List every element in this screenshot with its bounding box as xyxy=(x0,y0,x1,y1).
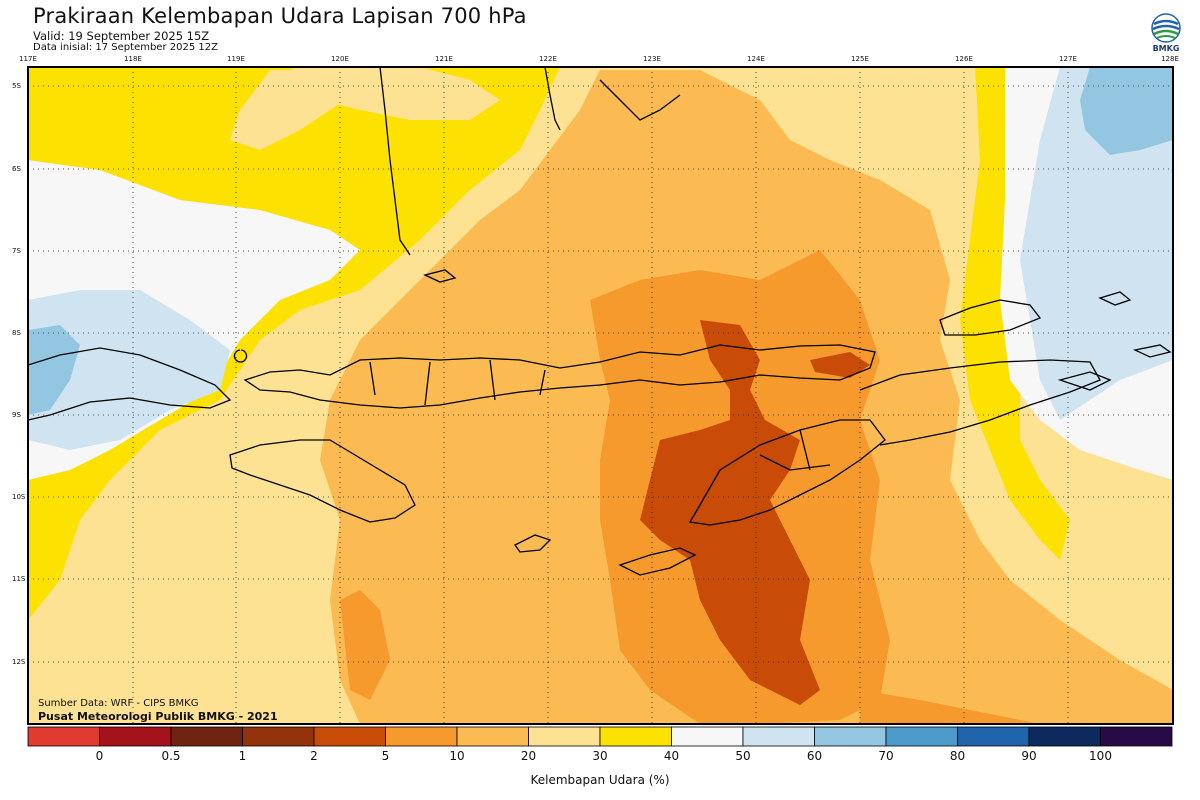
colorbar-tick-label: 100 xyxy=(1089,749,1112,763)
latitude-label: 5S xyxy=(12,82,21,90)
humidity-zone-20-30-north2 xyxy=(290,67,500,120)
longitude-label: 126E xyxy=(955,55,973,63)
latitude-label: 7S xyxy=(12,247,21,255)
humidity-zone-2-5-core xyxy=(640,320,820,705)
colorbar-swatch xyxy=(170,726,243,747)
colorbar-tick-label: 5 xyxy=(381,749,390,763)
colorbar-tick-label: 0.5 xyxy=(161,749,181,763)
colorbar-swatch xyxy=(385,726,458,747)
init-time: Data inisial: 17 September 2025 12Z xyxy=(33,42,218,53)
colorbar-swatch xyxy=(27,726,100,747)
humidity-zone-50-60-west xyxy=(28,290,230,450)
colorbar-swatch xyxy=(1100,726,1173,747)
colorbar-tick-label: 0 xyxy=(95,749,104,763)
longitude-label: 117E xyxy=(19,55,37,63)
colorbar-swatch xyxy=(599,726,672,747)
longitude-label: 118E xyxy=(124,55,142,63)
latitude-label: 10S xyxy=(12,493,26,501)
data-source: Sumber Data: WRF - CIPS BMKG xyxy=(38,698,199,709)
bmkg-logo-label: BMKG xyxy=(1152,44,1180,53)
colorbar-tick-label: 70 xyxy=(878,749,894,763)
colorbar-tick-label: 20 xyxy=(520,749,537,763)
colorbar-tick-label: 90 xyxy=(1021,749,1037,763)
colorbar-tick-label: 50 xyxy=(735,749,751,763)
colorbar-swatch xyxy=(671,726,744,747)
bmkg-logo-icon xyxy=(1151,13,1181,43)
latitude-label: 6S xyxy=(12,165,21,173)
colorbar-swatch xyxy=(742,726,815,747)
colorbar-swatch xyxy=(814,726,887,747)
colorbar-swatch xyxy=(957,726,1030,747)
coastlines xyxy=(28,67,1172,576)
longitude-label: 125E xyxy=(851,55,869,63)
longitude-label: 123E xyxy=(643,55,661,63)
humidity-zone-30-40-east xyxy=(960,67,1070,560)
colorbar-tick-label: 10 xyxy=(449,749,465,763)
latitude-label: 11S xyxy=(12,575,26,583)
humidity-zone-60-70-west xyxy=(28,325,80,415)
colorbar-tick-label: 1 xyxy=(238,749,247,763)
longitude-label: 121E xyxy=(435,55,453,63)
longitude-label: 128E xyxy=(1161,55,1179,63)
colorbar-title: Kelembapan Udara (%) xyxy=(530,773,670,787)
colorbar-swatch xyxy=(456,726,529,747)
humidity-zone-60-70-east xyxy=(1080,67,1173,155)
longitude-label: 122E xyxy=(539,55,557,63)
colorbar-swatch xyxy=(1028,726,1101,747)
credits: Sumber Data: WRF - CIPS BMKG Pusat Meteo… xyxy=(38,697,278,723)
colorbar-swatch xyxy=(528,726,601,747)
humidity-zone-5-10-southeast xyxy=(860,690,1040,724)
publisher: Pusat Meteorologi Publik BMKG - 2021 xyxy=(38,710,278,723)
colorbar-tick-label: 2 xyxy=(310,749,318,763)
map-title: Prakiraan Kelembapan Udara Lapisan 700 h… xyxy=(33,4,527,28)
longitude-label: 127E xyxy=(1059,55,1077,63)
graticule xyxy=(28,67,1173,724)
longitude-label: 124E xyxy=(747,55,765,63)
colorbar-swatch xyxy=(313,726,386,747)
colorbar-swatch xyxy=(885,726,958,747)
map-frame xyxy=(27,66,1174,725)
colorbar-swatch xyxy=(99,726,172,747)
latitude-label: 8S xyxy=(12,329,21,337)
colorbar xyxy=(27,726,1173,747)
longitude-label: 119E xyxy=(227,55,245,63)
longitude-label: 120E xyxy=(331,55,349,63)
humidity-zone-2-5-east xyxy=(810,352,870,378)
colorbar-swatch xyxy=(242,726,315,747)
colorbar-tick-label: 60 xyxy=(806,749,823,763)
humidity-zone-50-60-east xyxy=(1020,67,1173,420)
colorbar-tick-label: 80 xyxy=(949,749,966,763)
humidity-zone-5-10-south xyxy=(340,590,390,700)
colorbar-tick-label: 30 xyxy=(592,749,608,763)
colorbar-tick-label: 40 xyxy=(663,749,680,763)
latitude-label: 9S xyxy=(12,411,21,419)
latitude-label: 12S xyxy=(12,658,26,666)
valid-time: Valid: 19 September 2025 15Z xyxy=(33,29,210,43)
